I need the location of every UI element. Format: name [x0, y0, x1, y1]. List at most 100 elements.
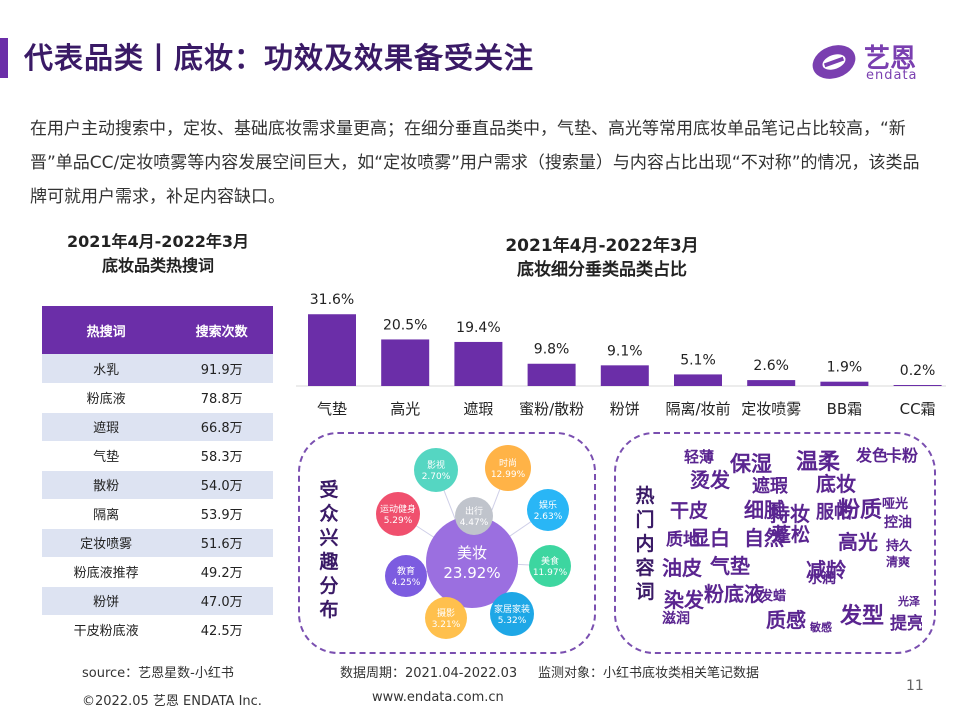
count-cell: 78.8万 [170, 383, 273, 413]
bar-value-label: 5.1% [680, 352, 716, 368]
hot-search-title-line1: 2021年4月-2022年3月 [67, 232, 249, 251]
category-label: 气垫 [317, 400, 347, 418]
hot-word: 清爽 [886, 555, 911, 569]
column-header-keyword: 热搜词 [42, 306, 171, 354]
count-cell: 58.3万 [170, 441, 273, 471]
bar-value-label: 19.4% [456, 320, 500, 336]
hot-word: 质地 [666, 530, 700, 550]
bar-7 [820, 381, 869, 386]
hot-content-words-title: 热门内容词 [632, 484, 658, 604]
hot-word: 油皮 [662, 556, 702, 580]
count-cell: 42.5万 [170, 615, 273, 645]
hot-word: 粉质 [838, 498, 883, 523]
audience-interest-title: 受众兴趣分布 [316, 478, 342, 622]
category-label: 遮瑕 [463, 400, 493, 418]
count-cell: 51.6万 [170, 528, 273, 558]
hot-word: 底妆 [816, 472, 856, 496]
intro-paragraph: 在用户主动搜索中，定妆、基础底妆需求量更高；在细分垂直品类中，气垫、高光等常用底… [30, 119, 920, 207]
hot-word: 发色 [856, 446, 889, 465]
bar-chart-title-line2: 底妆细分垂类品类占比 [517, 260, 687, 280]
vertical-title-char: 门 [635, 509, 655, 531]
footer-website: www.endata.com.cn [372, 690, 504, 705]
bar-value-label: 20.5% [383, 317, 427, 333]
footer-target: 监测对象：小红书底妆类相关笔记数据 [538, 666, 760, 681]
bar-0 [308, 314, 356, 386]
table-row: 粉底液 78.8万 [42, 383, 273, 413]
bar-value-label: 9.8% [534, 342, 570, 358]
category-label: BB霜 [827, 400, 863, 418]
hot-word: 发蜡 [760, 589, 787, 604]
keyword-cell: 隔离 [42, 499, 171, 529]
hot-word: 显白 [690, 526, 730, 550]
keyword-cell: 遮瑕 [42, 412, 171, 442]
count-cell: 54.0万 [170, 470, 273, 500]
bar-5 [674, 374, 722, 386]
vertical-title-char: 趣 [319, 551, 339, 573]
hot-words-cloud: 保湿 温柔 轻薄 发色 卡粉 烫发 底妆 遮瑕 粉质 细腻 干皮 持妆 服帖 自然 蓬松 显白 质地 高光 减龄 气垫… [660, 446, 922, 642]
audience-interest-panel [298, 432, 596, 654]
hot-word: 水润 [808, 571, 836, 587]
logo-subtext: endata [866, 68, 918, 83]
bar-4 [600, 365, 649, 386]
bar-6 [747, 380, 796, 386]
keyword-cell: 水乳 [42, 354, 171, 384]
footer-source: source：艺恩星数-小红书 [82, 666, 234, 681]
endata-logo: 艺恩 endata [808, 36, 938, 86]
table-row: 遮瑕 66.8万 [42, 412, 273, 442]
table-row: 定妆喷雾 51.6万 [42, 528, 273, 558]
bar-8 [893, 385, 942, 386]
category-label: 粉饼 [610, 400, 640, 418]
hot-word: 蓬松 [772, 524, 811, 546]
column-header-count: 搜索次数 [170, 306, 273, 354]
keyword-cell: 粉底液推荐 [42, 557, 171, 587]
keyword-cell: 粉底液 [42, 383, 171, 413]
bar-3 [527, 363, 576, 386]
hot-word: 服帖 [816, 502, 852, 523]
hot-word: 自然 [744, 526, 784, 550]
vertical-title-char: 兴 [319, 527, 339, 549]
footer-period: 数据周期：2021.04-2022.03 [340, 666, 518, 681]
hot-word: 光泽 [898, 595, 920, 608]
vertical-title-char: 容 [635, 557, 655, 579]
category-label: 定妆喷雾 [741, 400, 801, 418]
vertical-title-char: 词 [635, 581, 655, 603]
category-label: 高光 [390, 400, 420, 418]
hot-word: 粉底液 [704, 582, 764, 606]
vertical-title-char: 受 [319, 479, 339, 501]
hot-word: 敏感 [810, 621, 832, 634]
hot-word: 保湿 [730, 452, 772, 476]
hot-word: 持妆 [770, 502, 810, 526]
footer-copyright: ©2022.05 艺恩 ENDATA Inc. [82, 694, 262, 709]
keyword-cell: 粉饼 [42, 586, 171, 616]
bar-value-label: 9.1% [607, 343, 643, 359]
hot-word: 减龄 [806, 558, 846, 582]
table-header-row: 热搜词 搜索次数 [42, 306, 273, 354]
bar-value-label: 31.6% [310, 292, 354, 308]
vertical-title-char: 分 [319, 575, 339, 597]
table-row: 散粉 54.0万 [42, 470, 273, 500]
endata-logo-icon [812, 45, 856, 79]
bar-value-label: 1.9% [827, 360, 863, 376]
hot-word: 哑光 [882, 497, 909, 512]
table-row: 气垫 58.3万 [42, 441, 273, 471]
vertical-title-char: 热 [635, 485, 655, 507]
hot-word: 持久 [886, 539, 913, 554]
vertical-title-char: 众 [319, 503, 339, 525]
category-label: 隔离/妆前 [665, 400, 730, 418]
hot-word: 控油 [884, 515, 912, 531]
bar-value-label: 0.2% [900, 363, 936, 379]
hot-word: 高光 [838, 530, 878, 554]
hot-word: 干皮 [670, 500, 709, 522]
count-cell: 47.0万 [170, 586, 273, 616]
table-row: 水乳 91.9万 [42, 354, 273, 384]
hot-word: 质感 [766, 608, 806, 632]
count-cell: 66.8万 [170, 412, 273, 442]
title-accent-bar [0, 38, 8, 78]
hot-word: 提亮 [890, 614, 922, 634]
hot-word: 温柔 [796, 450, 841, 475]
hot-content-words-panel [614, 432, 936, 654]
hot-word: 卡粉 [886, 446, 919, 465]
bar-2 [454, 341, 503, 386]
bar-value-label: 2.6% [753, 358, 789, 374]
hot-word: 发型 [840, 604, 885, 629]
